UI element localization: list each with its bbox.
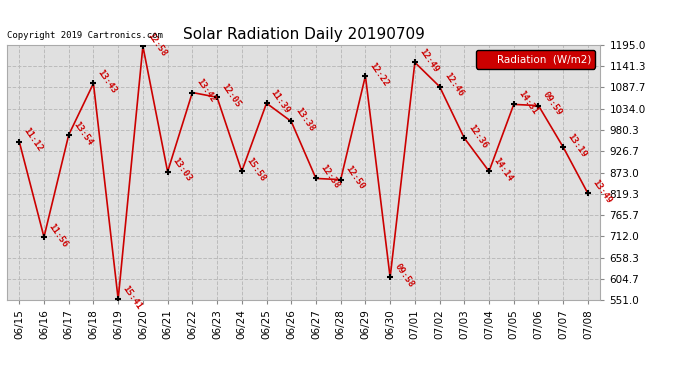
Text: 12:22: 12:22	[368, 60, 391, 88]
Text: 13:43: 13:43	[96, 68, 119, 95]
Text: 11:56: 11:56	[46, 222, 69, 249]
Text: 15:58: 15:58	[244, 156, 267, 183]
Text: 13:49: 13:49	[591, 178, 613, 205]
Text: 13:19: 13:19	[566, 132, 589, 159]
Text: 14:14: 14:14	[491, 156, 514, 183]
Text: 13:03: 13:03	[170, 156, 193, 183]
Text: 14:31: 14:31	[516, 89, 539, 116]
Text: 15:41: 15:41	[121, 284, 144, 311]
Text: 12:50: 12:50	[343, 164, 366, 192]
Text: 11:12: 11:12	[22, 126, 45, 153]
Text: 12:46: 12:46	[442, 71, 465, 98]
Text: Copyright 2019 Cartronics.com: Copyright 2019 Cartronics.com	[7, 31, 163, 40]
Text: 09:58: 09:58	[393, 262, 415, 289]
Text: 12:36: 12:36	[466, 123, 490, 150]
Text: 12:05: 12:05	[219, 82, 242, 109]
Text: 13:54: 13:54	[71, 120, 94, 147]
Text: 12:38: 12:38	[318, 163, 342, 190]
Text: 13:42: 13:42	[195, 77, 217, 104]
Text: 09:59: 09:59	[541, 90, 564, 117]
Text: 11:39: 11:39	[269, 88, 292, 115]
Text: 12:49: 12:49	[417, 47, 440, 74]
Title: Solar Radiation Daily 20190709: Solar Radiation Daily 20190709	[183, 27, 424, 42]
Text: 13:38: 13:38	[294, 106, 317, 133]
Legend: Radiation  (W/m2): Radiation (W/m2)	[475, 50, 595, 69]
Text: 12:58: 12:58	[146, 31, 168, 58]
